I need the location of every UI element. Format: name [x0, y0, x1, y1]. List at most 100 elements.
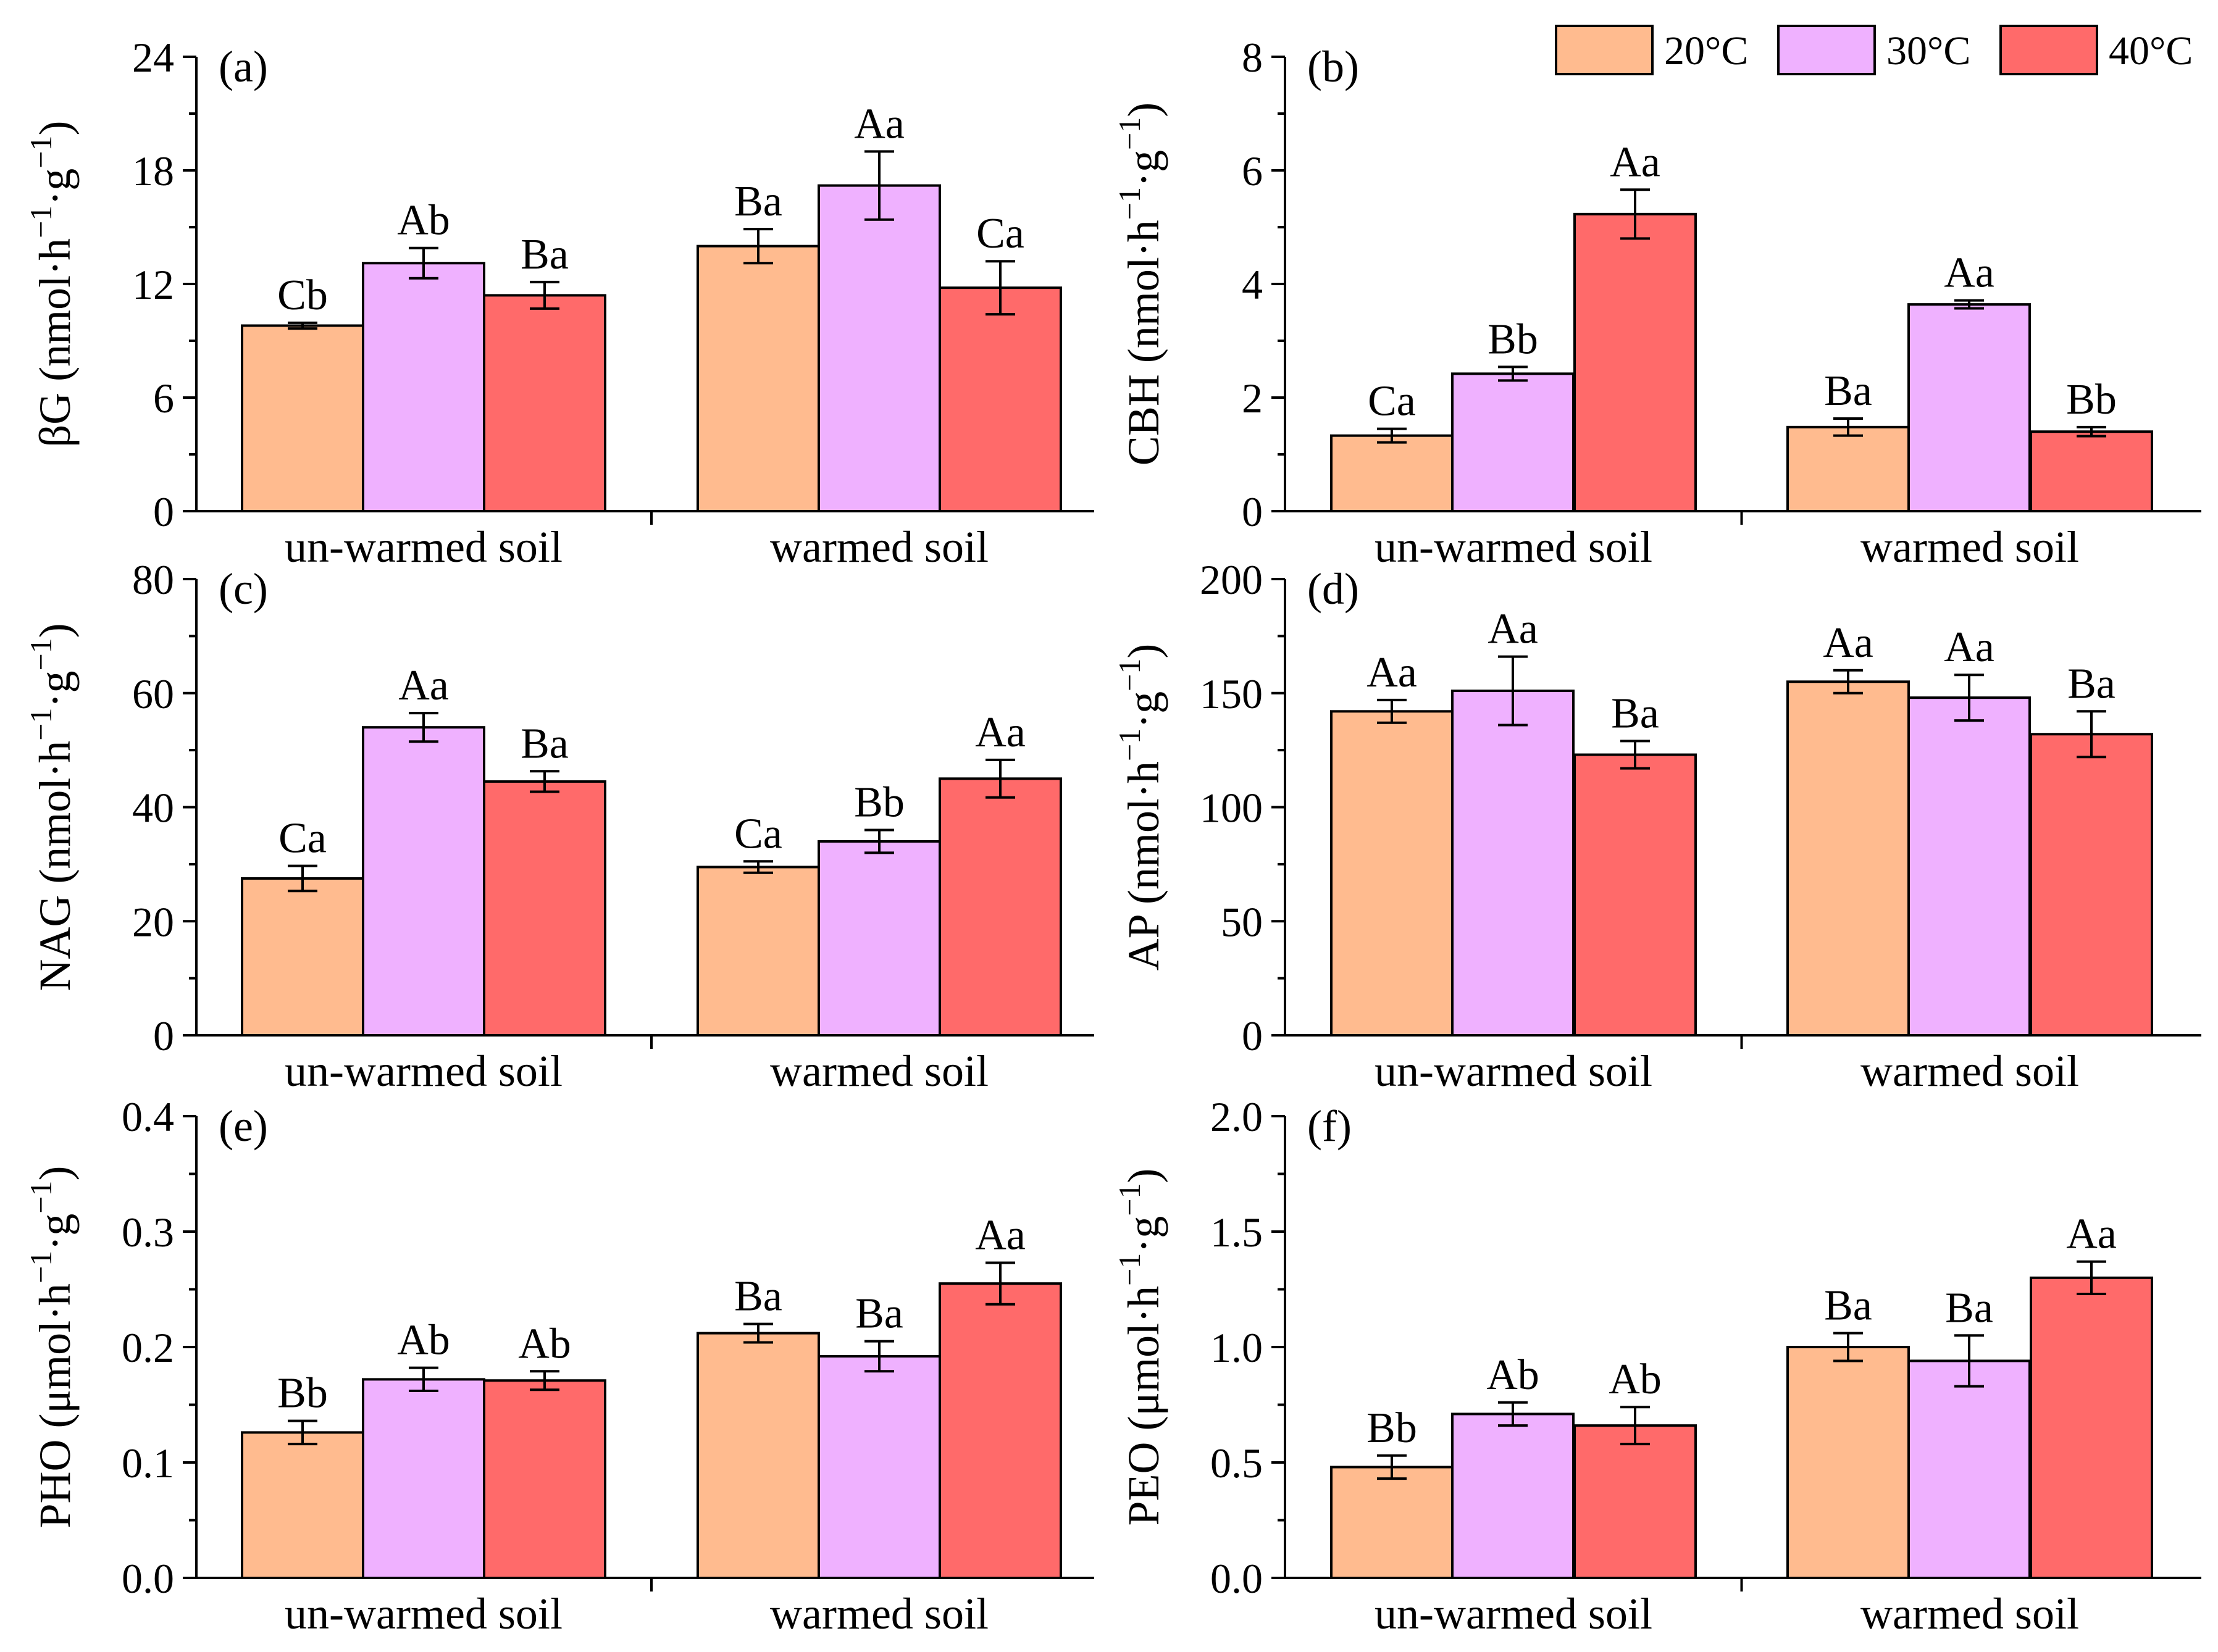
bar	[241, 324, 364, 512]
bar	[1786, 425, 1910, 513]
panel-label: (a)	[219, 42, 268, 91]
panel-a: Cb Ba Ab Aa Ba Ca 0 6 12 18 24 un-warmed soil warmed…	[23, 34, 1094, 572]
bar	[483, 294, 606, 512]
bar	[818, 840, 941, 1037]
legend-label-40: 40°C	[2109, 28, 2193, 73]
bar	[1330, 710, 1454, 1037]
bar	[1786, 680, 1910, 1037]
category-label: warmed soil	[770, 1589, 989, 1638]
significance-label: Ba	[855, 1290, 903, 1338]
y-tick-label: 50	[1221, 898, 1263, 945]
y-axis-label: AP (nmol·h−1·g−1)	[1112, 644, 1168, 971]
y-tick-label: 1.0	[1210, 1324, 1263, 1371]
bar	[1573, 1424, 1697, 1579]
legend-swatch-40	[1999, 25, 2098, 75]
significance-label: Aa	[1823, 619, 1873, 667]
y-tick-label: 0.3	[122, 1209, 174, 1256]
significance-label: Bb	[277, 1370, 328, 1417]
panel-f: Bb Ba Ab Ba Ab Aa 0.0 0.5 1.0 1.5 2.0 un-warmed soi…	[1112, 1093, 2201, 1638]
bar	[1451, 372, 1575, 512]
category-label: un-warmed soil	[285, 1046, 563, 1096]
significance-label: Ba	[2067, 660, 2115, 707]
panel-label: (f)	[1307, 1101, 1352, 1151]
y-tick-label: 0	[153, 1012, 174, 1059]
y-axis-label: βG (nmol·h−1·g−1)	[23, 121, 80, 448]
significance-label: Ba	[1824, 367, 1872, 415]
y-axis-label: PHO (μmol·h−1·g−1)	[23, 1166, 80, 1529]
y-tick-label: 100	[1200, 785, 1263, 832]
significance-label: Aa	[1944, 249, 1994, 297]
bar	[1330, 434, 1454, 513]
y-tick-label: 2.0	[1210, 1093, 1263, 1140]
significance-label: Ba	[1611, 690, 1659, 737]
significance-label: Cb	[277, 272, 328, 319]
bar	[2030, 1276, 2153, 1580]
y-tick-label: 0	[1242, 1012, 1263, 1059]
significance-label: Aa	[1366, 649, 1417, 696]
y-tick-label: 12	[132, 261, 174, 308]
bar	[2030, 733, 2153, 1037]
bar	[1451, 1412, 1575, 1579]
significance-label: Ba	[1945, 1284, 1993, 1332]
y-tick-label: 18	[132, 148, 174, 194]
significance-label: Aa	[2066, 1211, 2117, 1258]
y-axis-label: NAG (nmol·h−1·g−1)	[23, 623, 80, 991]
y-tick-label: 6	[1242, 148, 1263, 194]
y-tick-label: 0	[1242, 488, 1263, 535]
y-tick-label: 80	[132, 556, 174, 603]
significance-label: Ba	[521, 231, 569, 278]
bar	[939, 286, 1062, 512]
panel-e: Bb Ba Ab Ba Ab Aa 0.0 0.1 0.2 0.3 0.4 un-warmed soi…	[23, 1093, 1094, 1638]
y-tick-label: 0.2	[122, 1324, 174, 1371]
bar	[1907, 696, 2031, 1037]
category-label: un-warmed soil	[285, 1589, 563, 1638]
y-tick-label: 0	[153, 488, 174, 535]
y-tick-label: 1.5	[1210, 1209, 1263, 1256]
panel-c: Ca Ca Aa Bb Ba Aa 0 20 40 60 80 un-warmed soil warme…	[23, 556, 1094, 1096]
significance-label: Ca	[1368, 378, 1416, 425]
significance-label: Bb	[854, 778, 905, 826]
category-label: warmed soil	[1860, 1046, 2079, 1096]
significance-label: Aa	[854, 100, 905, 148]
significance-label: Ba	[734, 1273, 782, 1320]
bar	[362, 1378, 485, 1580]
bar	[818, 1354, 941, 1579]
legend-swatch-20	[1555, 25, 1654, 75]
category-label: warmed soil	[770, 522, 989, 572]
significance-label: Ab	[1486, 1351, 1539, 1399]
y-axis-label: CBH (nmol·h−1·g−1)	[1112, 102, 1168, 465]
significance-label: Ab	[397, 197, 450, 244]
y-tick-label: 0.1	[122, 1440, 174, 1487]
bar	[2030, 430, 2153, 513]
significance-label: Aa	[398, 662, 449, 709]
significance-label: Bb	[2066, 376, 2117, 423]
significance-label: Ba	[521, 720, 569, 767]
bar	[362, 262, 485, 512]
category-label: un-warmed soil	[285, 522, 563, 572]
legend: 20°C 30°C 40°C	[1555, 25, 2193, 75]
y-tick-label: 0.4	[122, 1093, 174, 1140]
panels: Cb Ba Ab Aa Ba Ca 0 6 12 18 24 un-warmed soil warmed…	[23, 34, 2201, 1638]
bar	[697, 244, 820, 512]
bar	[1907, 303, 2031, 512]
panel-label: (d)	[1307, 564, 1359, 614]
bar	[1330, 1466, 1454, 1579]
bar	[1573, 212, 1697, 512]
significance-label: Ab	[518, 1320, 571, 1367]
significance-label: Ba	[1824, 1282, 1872, 1330]
bar	[241, 877, 364, 1037]
significance-label: Bb	[1366, 1404, 1417, 1452]
bar	[1573, 753, 1697, 1037]
panel-label: (c)	[219, 564, 268, 614]
y-tick-label: 0.5	[1210, 1440, 1263, 1487]
panel-b: Ca Ba Bb Aa Aa Bb 0 2 4 6 8 un-warmed soil warmed so…	[1112, 34, 2201, 572]
significance-label: Ca	[976, 210, 1024, 257]
bar	[1451, 690, 1575, 1037]
category-label: warmed soil	[770, 1046, 989, 1096]
y-tick-label: 150	[1200, 670, 1263, 717]
y-tick-label: 24	[132, 34, 174, 81]
legend-swatch-30	[1777, 25, 1876, 75]
significance-label: Bb	[1488, 315, 1538, 363]
y-tick-label: 60	[132, 670, 174, 717]
y-tick-label: 0.0	[122, 1555, 174, 1602]
